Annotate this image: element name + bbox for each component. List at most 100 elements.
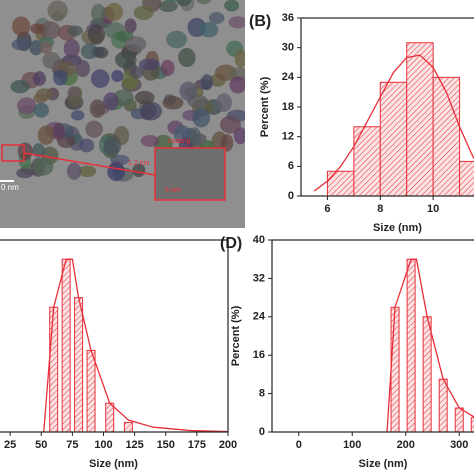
y-tick-label: 0: [288, 190, 294, 202]
particle: [63, 39, 80, 58]
fit-line: [43, 258, 229, 433]
particle: [52, 69, 68, 86]
particle: [140, 134, 160, 147]
particle: [75, 59, 90, 78]
scale-label: 0 nm: [1, 183, 19, 192]
particle: [140, 101, 162, 121]
y-axis-label: Percent (%): [230, 305, 242, 366]
bar: [459, 160, 474, 197]
panel-label: (B): [249, 13, 271, 30]
x-tick-label: 6: [324, 203, 330, 215]
y-tick-label: 12: [282, 131, 294, 143]
particle: [87, 24, 106, 45]
plot-frame: [300, 17, 474, 197]
bar: [432, 76, 461, 197]
particle: [164, 0, 180, 3]
y-tick-label: 30: [282, 42, 294, 54]
particle: [129, 66, 144, 79]
particle: [178, 48, 196, 68]
particle: [138, 58, 161, 71]
x-axis-label: Size (nm): [359, 458, 408, 470]
particle: [71, 110, 85, 121]
annotation: 5 nm: [165, 187, 181, 194]
bar: [470, 417, 474, 433]
plot-frame: [0, 239, 229, 433]
annotation: coating: [168, 138, 191, 145]
x-tick-label: 200: [397, 439, 415, 451]
x-axis-label: Size (nm): [373, 222, 422, 234]
particle: [67, 86, 80, 98]
bar: [406, 42, 434, 197]
particle: [234, 49, 245, 68]
particle: [37, 125, 55, 145]
particle: [33, 102, 49, 118]
particle: [33, 93, 48, 104]
particle: [208, 11, 225, 24]
particle: [32, 157, 54, 176]
y-tick-label: 36: [282, 12, 294, 24]
bar: [406, 258, 416, 433]
particle: [39, 41, 53, 54]
particle: [42, 51, 61, 70]
particle: [30, 23, 45, 34]
particle: [85, 120, 103, 138]
particle: [90, 69, 110, 89]
bar: [61, 258, 71, 433]
particle: [199, 22, 219, 38]
annotation: 1.2 nm: [128, 160, 150, 167]
particle: [111, 70, 124, 82]
bar: [49, 306, 59, 433]
particle: [78, 138, 95, 153]
particle: [162, 96, 184, 110]
x-tick-label: 175: [188, 439, 206, 451]
fit-line: [386, 258, 474, 433]
chart: (B) Size (nm) Percent (%) 6 8 10 0 6 12 18 24 30 36: [249, 12, 474, 234]
particle: [160, 59, 175, 77]
tem-image: [0, 0, 245, 228]
particle: [229, 76, 245, 94]
bar: [123, 421, 133, 433]
bar: [379, 81, 408, 197]
bar: [105, 402, 115, 433]
plot-frame: [271, 239, 474, 433]
x-tick-label: 100: [94, 439, 112, 451]
x-axis-label: Size (nm): [89, 458, 138, 470]
particle: [115, 50, 137, 69]
bar: [390, 306, 400, 433]
particle: [66, 162, 82, 180]
particle: [67, 25, 83, 37]
particle: [78, 165, 97, 178]
particle: [124, 18, 137, 34]
particle: [17, 97, 37, 115]
particle: [166, 30, 188, 49]
particle: [39, 21, 61, 40]
inset: [154, 147, 226, 201]
panel-label: (D): [220, 235, 242, 252]
x-tick-label: 10: [427, 203, 439, 215]
y-tick-label: 8: [259, 388, 265, 400]
x-tick-label: 25: [4, 439, 16, 451]
y-tick-label: 24: [282, 71, 295, 83]
particle: [224, 0, 240, 12]
particle: [93, 46, 109, 59]
x-tick-label: 50: [35, 439, 47, 451]
particle: [52, 122, 65, 141]
x-tick-label: 125: [125, 439, 143, 451]
y-tick-label: 16: [253, 349, 265, 361]
particle: [16, 167, 34, 179]
x-tick-label: 0: [296, 439, 302, 451]
bar: [74, 297, 84, 433]
particle: [105, 2, 124, 22]
particle: [196, 0, 212, 5]
particle: [10, 79, 30, 94]
particle: [103, 92, 119, 111]
particle: [179, 81, 198, 101]
x-tick-label: 100: [343, 439, 361, 451]
particle: [134, 90, 155, 105]
particle: [188, 127, 202, 146]
x-tick-label: 150: [157, 439, 175, 451]
particle: [125, 36, 147, 53]
particle: [220, 134, 234, 152]
